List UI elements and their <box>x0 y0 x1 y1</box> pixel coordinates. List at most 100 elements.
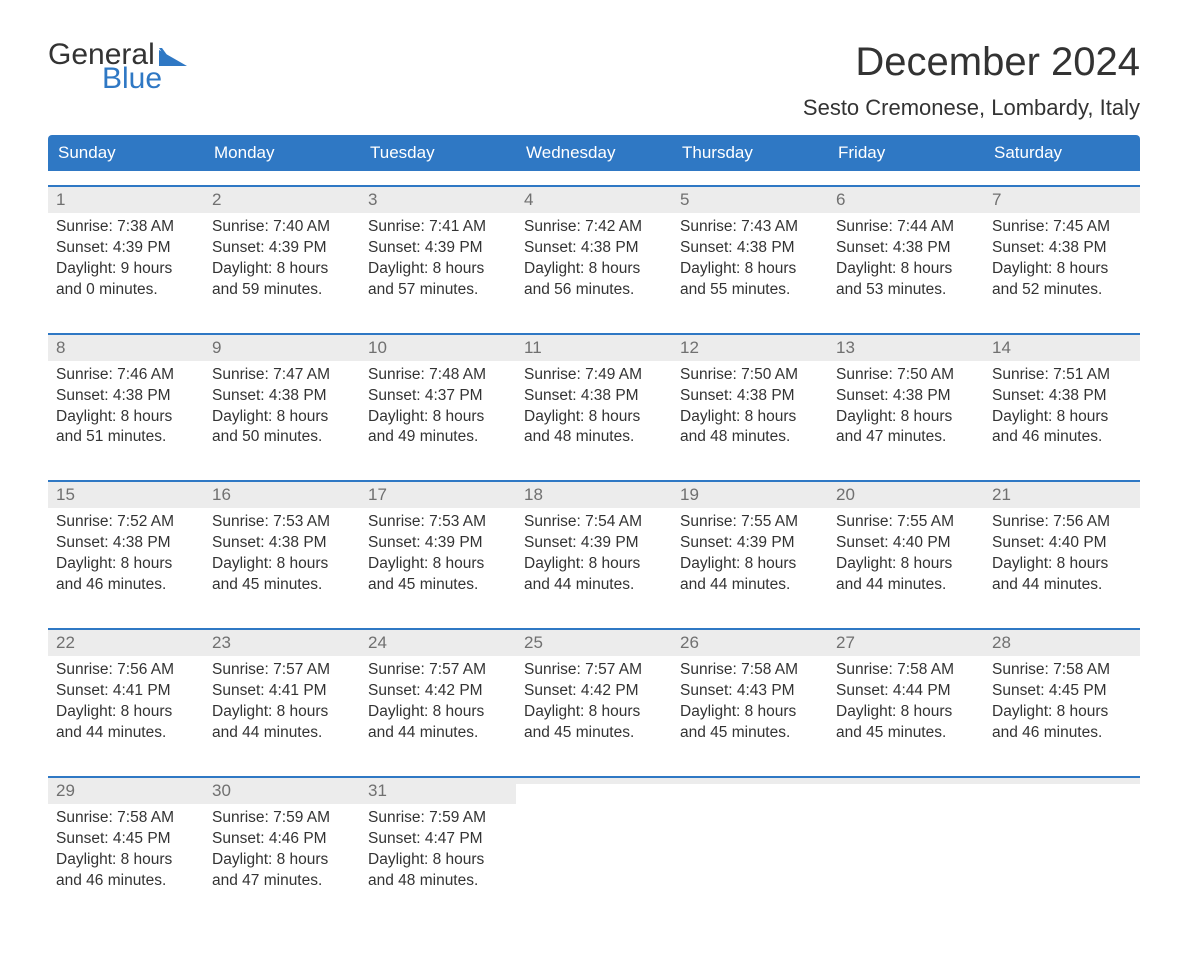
daylight-text: and 0 minutes. <box>56 280 196 301</box>
sunrise-text: Sunrise: 7:56 AM <box>992 512 1132 533</box>
day-number: 22 <box>56 633 75 652</box>
week-row: 1 Sunrise: 7:38 AM Sunset: 4:39 PM Dayli… <box>48 185 1140 319</box>
brand-part2: Blue <box>102 64 187 94</box>
sunrise-text: Sunrise: 7:59 AM <box>212 808 352 829</box>
day-number: 23 <box>212 633 231 652</box>
sunset-text: Sunset: 4:38 PM <box>524 238 664 259</box>
day-number: 7 <box>992 190 1001 209</box>
day-cell: 21 Sunrise: 7:56 AM Sunset: 4:40 PM Dayl… <box>984 482 1140 614</box>
sunset-text: Sunset: 4:38 PM <box>680 238 820 259</box>
sunset-text: Sunset: 4:42 PM <box>368 681 508 702</box>
sunrise-text: Sunrise: 7:51 AM <box>992 365 1132 386</box>
daylight-text: and 56 minutes. <box>524 280 664 301</box>
sunrise-text: Sunrise: 7:58 AM <box>836 660 976 681</box>
sunset-text: Sunset: 4:38 PM <box>56 533 196 554</box>
week-row: 8 Sunrise: 7:46 AM Sunset: 4:38 PM Dayli… <box>48 333 1140 467</box>
sunrise-text: Sunrise: 7:59 AM <box>368 808 508 829</box>
weekday-header: Thursday <box>672 135 828 171</box>
day-cell: 22 Sunrise: 7:56 AM Sunset: 4:41 PM Dayl… <box>48 630 204 762</box>
daylight-text: Daylight: 8 hours <box>212 850 352 871</box>
daylight-text: Daylight: 8 hours <box>680 554 820 575</box>
location-subtitle: Sesto Cremonese, Lombardy, Italy <box>803 95 1140 121</box>
day-number: 20 <box>836 485 855 504</box>
weekday-header: Monday <box>204 135 360 171</box>
daylight-text: and 48 minutes. <box>680 427 820 448</box>
day-number: 13 <box>836 338 855 357</box>
daylight-text: and 57 minutes. <box>368 280 508 301</box>
daylight-text: Daylight: 8 hours <box>524 407 664 428</box>
daylight-text: Daylight: 8 hours <box>56 702 196 723</box>
daylight-text: Daylight: 8 hours <box>680 259 820 280</box>
daylight-text: and 45 minutes. <box>524 723 664 744</box>
sunrise-text: Sunrise: 7:54 AM <box>524 512 664 533</box>
daylight-text: and 52 minutes. <box>992 280 1132 301</box>
daylight-text: and 44 minutes. <box>212 723 352 744</box>
day-cell: 19 Sunrise: 7:55 AM Sunset: 4:39 PM Dayl… <box>672 482 828 614</box>
week-row: 15 Sunrise: 7:52 AM Sunset: 4:38 PM Dayl… <box>48 480 1140 614</box>
daylight-text: Daylight: 8 hours <box>836 407 976 428</box>
sunset-text: Sunset: 4:41 PM <box>56 681 196 702</box>
sunrise-text: Sunrise: 7:50 AM <box>836 365 976 386</box>
daylight-text: and 53 minutes. <box>836 280 976 301</box>
day-cell: 8 Sunrise: 7:46 AM Sunset: 4:38 PM Dayli… <box>48 335 204 467</box>
day-number: 2 <box>212 190 221 209</box>
day-number: 26 <box>680 633 699 652</box>
daylight-text: Daylight: 8 hours <box>368 554 508 575</box>
daylight-text: Daylight: 8 hours <box>56 407 196 428</box>
day-number: 14 <box>992 338 1011 357</box>
daylight-text: and 45 minutes. <box>212 575 352 596</box>
weekday-header: Friday <box>828 135 984 171</box>
day-cell-empty <box>516 778 672 910</box>
daylight-text: and 44 minutes. <box>368 723 508 744</box>
day-number: 5 <box>680 190 689 209</box>
daylight-text: Daylight: 8 hours <box>680 407 820 428</box>
day-cell: 2 Sunrise: 7:40 AM Sunset: 4:39 PM Dayli… <box>204 187 360 319</box>
daylight-text: and 47 minutes. <box>836 427 976 448</box>
sunrise-text: Sunrise: 7:52 AM <box>56 512 196 533</box>
day-cell: 17 Sunrise: 7:53 AM Sunset: 4:39 PM Dayl… <box>360 482 516 614</box>
day-cell: 27 Sunrise: 7:58 AM Sunset: 4:44 PM Dayl… <box>828 630 984 762</box>
day-number: 27 <box>836 633 855 652</box>
title-block: December 2024 Sesto Cremonese, Lombardy,… <box>803 40 1140 121</box>
day-cell: 29 Sunrise: 7:58 AM Sunset: 4:45 PM Dayl… <box>48 778 204 910</box>
daylight-text: and 50 minutes. <box>212 427 352 448</box>
sunset-text: Sunset: 4:38 PM <box>836 386 976 407</box>
day-cell: 10 Sunrise: 7:48 AM Sunset: 4:37 PM Dayl… <box>360 335 516 467</box>
sunrise-text: Sunrise: 7:44 AM <box>836 217 976 238</box>
daylight-text: and 45 minutes. <box>680 723 820 744</box>
sunrise-text: Sunrise: 7:55 AM <box>836 512 976 533</box>
sunrise-text: Sunrise: 7:53 AM <box>368 512 508 533</box>
day-cell: 15 Sunrise: 7:52 AM Sunset: 4:38 PM Dayl… <box>48 482 204 614</box>
day-cell: 23 Sunrise: 7:57 AM Sunset: 4:41 PM Dayl… <box>204 630 360 762</box>
daylight-text: Daylight: 8 hours <box>992 407 1132 428</box>
day-cell: 25 Sunrise: 7:57 AM Sunset: 4:42 PM Dayl… <box>516 630 672 762</box>
daylight-text: Daylight: 9 hours <box>56 259 196 280</box>
sunrise-text: Sunrise: 7:48 AM <box>368 365 508 386</box>
day-number: 8 <box>56 338 65 357</box>
daylight-text: Daylight: 8 hours <box>836 259 976 280</box>
day-number: 11 <box>524 338 542 357</box>
sunset-text: Sunset: 4:39 PM <box>56 238 196 259</box>
day-number: 10 <box>368 338 387 357</box>
daylight-text: Daylight: 8 hours <box>368 259 508 280</box>
daylight-text: and 49 minutes. <box>368 427 508 448</box>
day-cell: 28 Sunrise: 7:58 AM Sunset: 4:45 PM Dayl… <box>984 630 1140 762</box>
daylight-text: Daylight: 8 hours <box>368 850 508 871</box>
day-cell: 14 Sunrise: 7:51 AM Sunset: 4:38 PM Dayl… <box>984 335 1140 467</box>
daylight-text: and 44 minutes. <box>992 575 1132 596</box>
daylight-text: and 55 minutes. <box>680 280 820 301</box>
day-number: 4 <box>524 190 533 209</box>
daylight-text: and 59 minutes. <box>212 280 352 301</box>
daylight-text: and 51 minutes. <box>56 427 196 448</box>
day-cell: 31 Sunrise: 7:59 AM Sunset: 4:47 PM Dayl… <box>360 778 516 910</box>
daylight-text: and 44 minutes. <box>680 575 820 596</box>
day-cell: 7 Sunrise: 7:45 AM Sunset: 4:38 PM Dayli… <box>984 187 1140 319</box>
day-number: 12 <box>680 338 699 357</box>
day-cell: 1 Sunrise: 7:38 AM Sunset: 4:39 PM Dayli… <box>48 187 204 319</box>
day-cell-empty <box>672 778 828 910</box>
sunrise-text: Sunrise: 7:41 AM <box>368 217 508 238</box>
day-number: 9 <box>212 338 221 357</box>
sunset-text: Sunset: 4:38 PM <box>56 386 196 407</box>
weekday-header: Saturday <box>984 135 1140 171</box>
daylight-text: Daylight: 8 hours <box>524 259 664 280</box>
